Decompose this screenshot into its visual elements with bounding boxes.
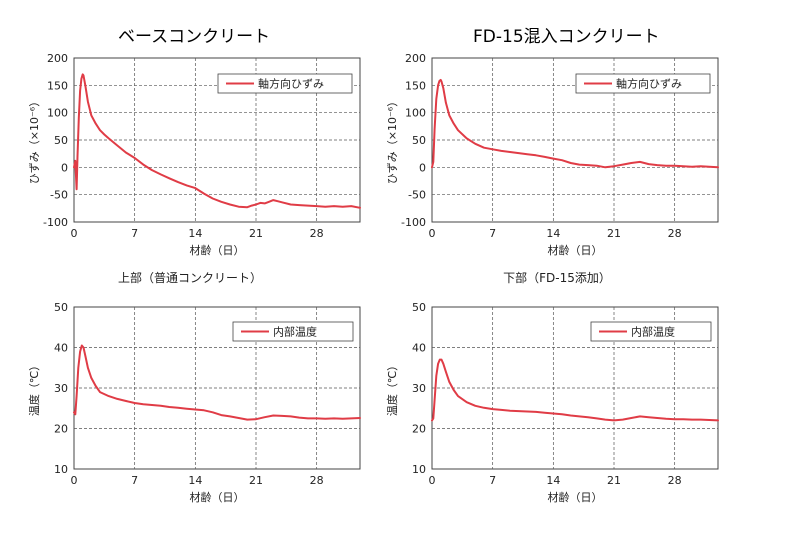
- y-tick-label: 200: [405, 52, 426, 65]
- x-tick-label: 14: [188, 474, 202, 487]
- y-tick-label: 100: [405, 107, 426, 120]
- chart-temp-upper: 10 20 30 40 50 0 7 14 21 28 材齢（日） 温度（℃） 上部（普通コンクリート）…: [27, 270, 361, 504]
- y-tick-label: 200: [47, 52, 68, 65]
- legend: 軸方向ひずみ: [575, 73, 711, 94]
- y-tick-label: 50: [54, 134, 68, 147]
- chart-heading-base: ベースコンクリート: [118, 27, 271, 47]
- x-tick-label: 21: [607, 474, 621, 487]
- series-line-軸方向ひずみ: [431, 78, 719, 169]
- x-tick-label: 28: [668, 474, 682, 487]
- chart-temp-lower: 10 20 30 40 50 0 7 14 21 28 材齢（日） 温度（℃） 下部（FD-15添加） 内…: [385, 270, 719, 504]
- x-tick-label: 0: [71, 227, 78, 240]
- y-tick-label: 0: [419, 161, 426, 174]
- x-tick-label: 0: [429, 227, 436, 240]
- legend-label: 内部温度: [273, 325, 317, 339]
- x-tick-label: 14: [188, 227, 202, 240]
- y-tick-label: 50: [412, 301, 426, 314]
- y-tick-label: 10: [54, 463, 68, 476]
- x-tick-label: 14: [546, 474, 560, 487]
- legend-box: [575, 73, 711, 94]
- x-axis-label: 材齢（日）: [548, 490, 603, 504]
- y-tick-label: -100: [401, 216, 426, 229]
- legend-box: [232, 321, 354, 342]
- chart-strain-fd15: -100 -50 0 50 100 150 200 0 7 14 21 28 材齢（日） ひずみ（×10⁻…: [386, 52, 719, 257]
- legend: 内部温度: [232, 321, 354, 342]
- x-axis-label: 材齢（日）: [548, 243, 603, 257]
- y-tick-label: 30: [412, 382, 426, 395]
- legend-label: 軸方向ひずみ: [616, 77, 682, 91]
- y-tick-label: 20: [412, 423, 426, 436]
- x-tick-label: 0: [429, 474, 436, 487]
- series-line-軸方向ひずみ: [73, 73, 361, 209]
- series-line-内部温度: [73, 344, 361, 421]
- chart-title: 上部（普通コンクリート）: [118, 270, 262, 285]
- series-line-内部温度: [431, 358, 719, 422]
- x-tick-label: 14: [546, 227, 560, 240]
- y-tick-label: 0: [61, 161, 68, 174]
- y-tick-label: 10: [412, 463, 426, 476]
- y-tick-label: 30: [54, 382, 68, 395]
- legend-box: [590, 321, 712, 342]
- legend-label: 内部温度: [631, 325, 675, 339]
- y-axis-label: 温度（℃）: [27, 360, 41, 416]
- x-tick-label: 7: [131, 227, 138, 240]
- y-axis-label: ひずみ（×10⁻⁶）: [386, 96, 399, 184]
- x-axis-label: 材齢（日）: [190, 243, 245, 257]
- x-tick-label: 21: [249, 227, 263, 240]
- x-tick-label: 28: [310, 227, 324, 240]
- chart-title: 下部（FD-15添加）: [503, 270, 611, 285]
- y-tick-label: 150: [47, 79, 68, 92]
- x-tick-label: 7: [489, 227, 496, 240]
- x-tick-label: 28: [668, 227, 682, 240]
- chart-heading-fd15: FD-15混入コンクリート: [473, 27, 660, 47]
- legend-box: [217, 73, 353, 94]
- x-tick-label: 21: [607, 227, 621, 240]
- y-tick-label: 40: [412, 342, 426, 355]
- x-tick-label: 7: [131, 474, 138, 487]
- legend-label: 軸方向ひずみ: [258, 77, 324, 91]
- y-tick-label: -100: [43, 216, 68, 229]
- y-tick-label: 40: [54, 342, 68, 355]
- x-tick-label: 0: [71, 474, 78, 487]
- legend: 内部温度: [590, 321, 712, 342]
- y-tick-label: -50: [408, 189, 426, 202]
- y-axis-label: 温度（℃）: [385, 360, 399, 416]
- y-tick-label: 50: [412, 134, 426, 147]
- x-tick-label: 7: [489, 474, 496, 487]
- y-tick-label: 150: [405, 79, 426, 92]
- legend: 軸方向ひずみ: [217, 73, 353, 94]
- y-tick-label: 50: [54, 301, 68, 314]
- chart-strain-base: -100 -50 0 50 100 150 200 0 7 14 21 28 材齢（日） ひずみ（×10⁻…: [28, 52, 361, 257]
- y-tick-label: 20: [54, 423, 68, 436]
- y-axis-label: ひずみ（×10⁻⁶）: [28, 96, 41, 184]
- x-tick-label: 28: [310, 474, 324, 487]
- x-axis-label: 材齢（日）: [190, 490, 245, 504]
- x-tick-label: 21: [249, 474, 263, 487]
- y-tick-label: 100: [47, 107, 68, 120]
- y-tick-label: -50: [50, 189, 68, 202]
